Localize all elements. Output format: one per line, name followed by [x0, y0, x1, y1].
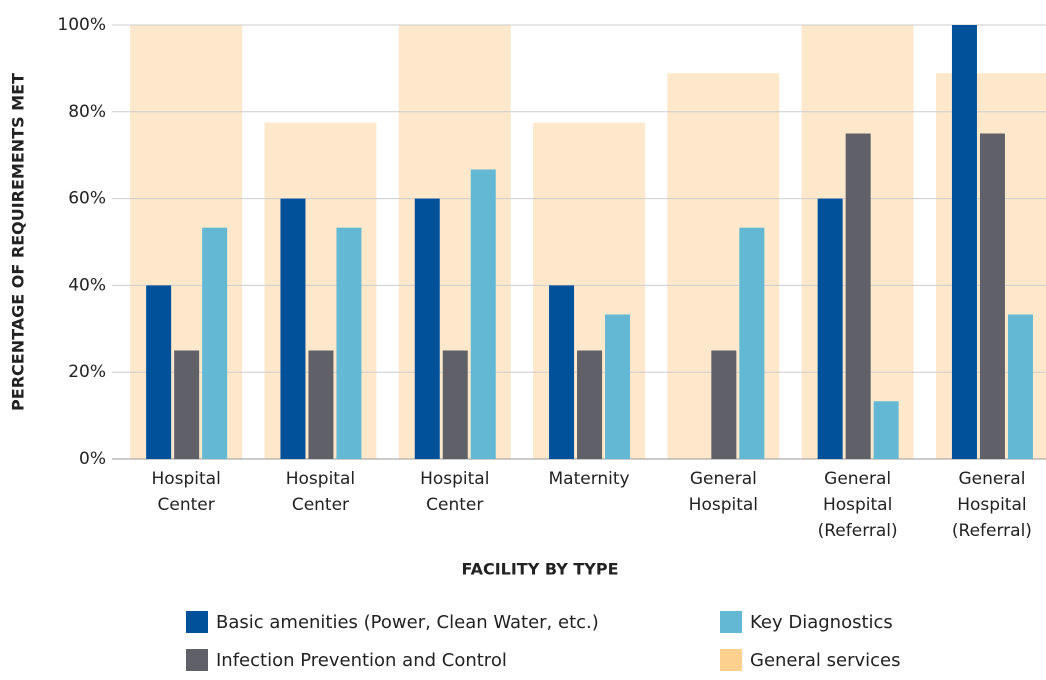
- x-tick-label: Hospital Center: [420, 469, 490, 515]
- legend-label: General services: [750, 649, 901, 671]
- x-tick-label: Hospital Center: [285, 469, 356, 515]
- legend-label: Infection Prevention and Control: [216, 649, 507, 671]
- x-tick-label: Hospital Center: [151, 469, 221, 515]
- bar: [1007, 314, 1033, 459]
- y-tick-label: 80%: [68, 102, 106, 122]
- legend-item: Infection Prevention and Control: [186, 649, 507, 671]
- legend-swatch: [720, 611, 742, 633]
- bar: [308, 350, 334, 459]
- y-tick-label: 60%: [68, 189, 106, 209]
- bar: [442, 350, 468, 459]
- bar: [739, 227, 765, 459]
- bar: [951, 25, 977, 459]
- y-tick-label: 20%: [68, 362, 106, 382]
- bar: [979, 133, 1005, 459]
- y-tick-label: 100%: [57, 15, 106, 35]
- y-tick-label: 0%: [79, 449, 106, 469]
- legend-swatch: [720, 649, 742, 671]
- y-axis-title: PERCENTAGE OF REQUIREMENTS MET: [9, 73, 28, 411]
- bar: [711, 350, 737, 459]
- y-tick-label: 40%: [68, 275, 106, 295]
- bar: [470, 169, 496, 459]
- bar: [280, 198, 306, 459]
- legend-label: Basic amenities (Power, Clean Water, etc…: [216, 611, 599, 633]
- bar: [174, 350, 200, 459]
- legend-swatch: [186, 649, 208, 671]
- legend-item: General services: [720, 649, 901, 671]
- bar: [549, 285, 575, 459]
- x-tick-label: General Hospital (Referral): [817, 469, 898, 541]
- legend-label: Key Diagnostics: [750, 611, 893, 633]
- legend-swatch: [186, 611, 208, 633]
- x-tick-label: General Hospital: [688, 469, 759, 515]
- bar: [605, 314, 631, 459]
- x-axis-title: FACILITY BY TYPE: [461, 560, 618, 579]
- x-tick-label: Maternity: [548, 469, 630, 489]
- bar: [336, 227, 362, 459]
- bar: [873, 401, 899, 459]
- bar: [202, 227, 228, 459]
- x-tick-label: General Hospital (Referral): [951, 469, 1032, 541]
- legend-item: Basic amenities (Power, Clean Water, etc…: [186, 611, 599, 633]
- bar: [414, 198, 440, 459]
- bar: [146, 285, 172, 459]
- legend-item: Key Diagnostics: [720, 611, 893, 633]
- bar: [817, 198, 843, 459]
- bar: [845, 133, 871, 459]
- bar: [577, 350, 603, 459]
